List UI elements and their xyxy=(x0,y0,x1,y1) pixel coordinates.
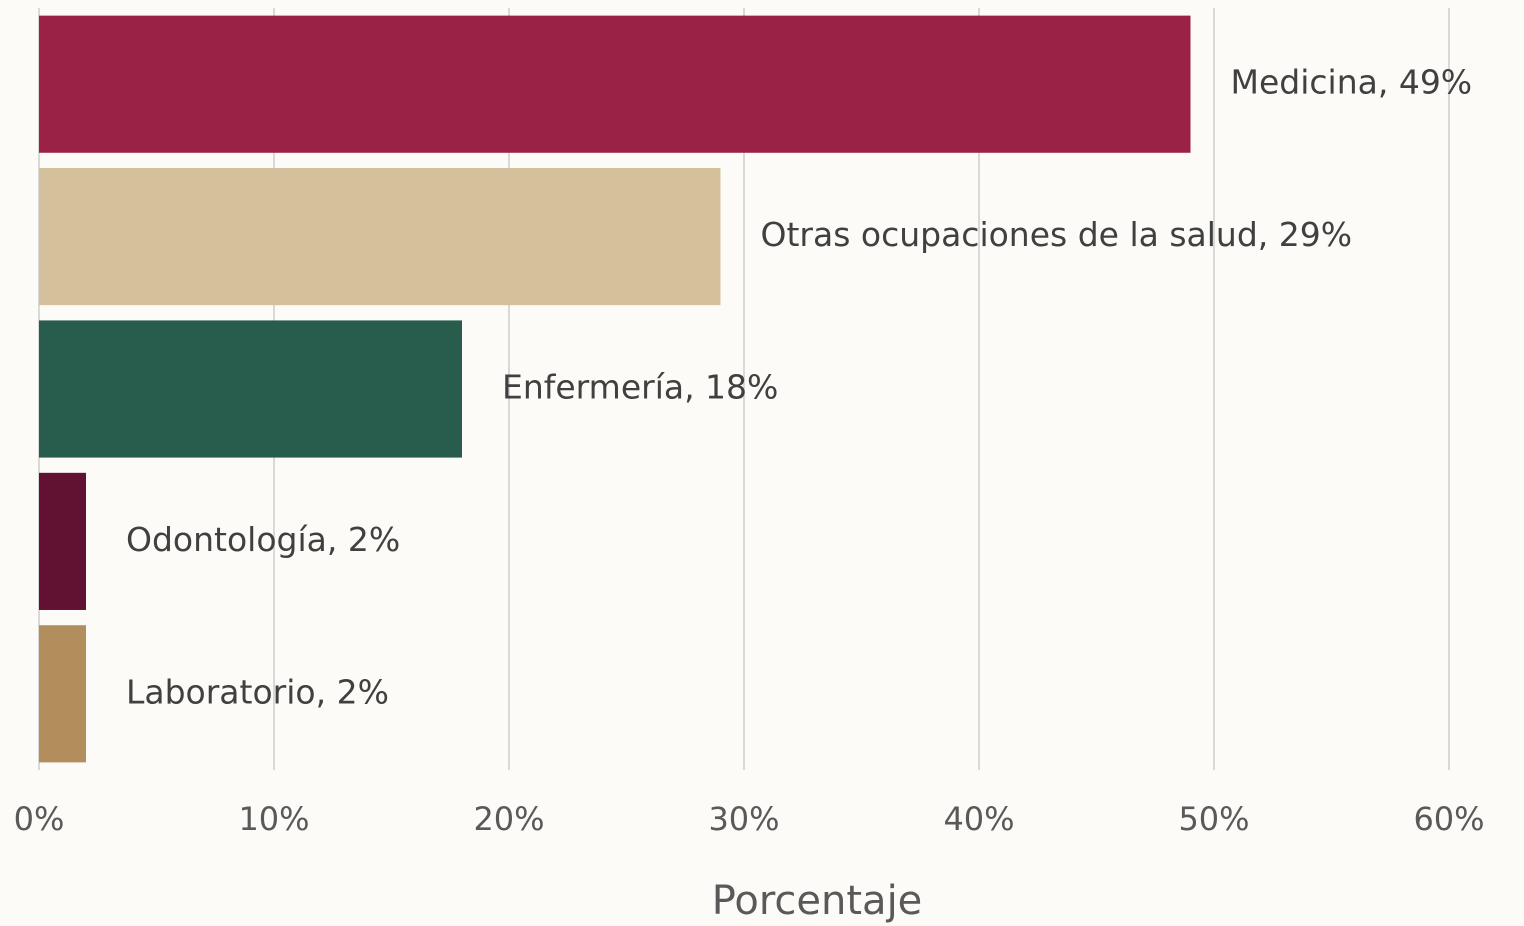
data-label: Otras ocupaciones de la salud, 29% xyxy=(761,215,1353,254)
bar xyxy=(39,15,1191,153)
data-label: Odontología, 2% xyxy=(126,520,400,559)
data-label: Laboratorio, 2% xyxy=(126,672,389,711)
x-tick-label: 0% xyxy=(14,800,65,838)
x-tick-label: 10% xyxy=(238,800,309,838)
x-tick-label: 40% xyxy=(943,800,1014,838)
data-label: Enfermería, 18% xyxy=(502,368,778,407)
bar xyxy=(39,625,86,763)
bar xyxy=(39,320,462,458)
x-tick-label: 60% xyxy=(1413,800,1484,838)
x-axis-label: Porcentaje xyxy=(712,878,923,924)
data-label: Medicina, 49% xyxy=(1231,63,1473,102)
bar xyxy=(39,472,86,610)
x-tick-label: 50% xyxy=(1178,800,1249,838)
bar xyxy=(39,168,721,306)
x-tick-label: 20% xyxy=(473,800,544,838)
x-tick-label: 30% xyxy=(708,800,779,838)
